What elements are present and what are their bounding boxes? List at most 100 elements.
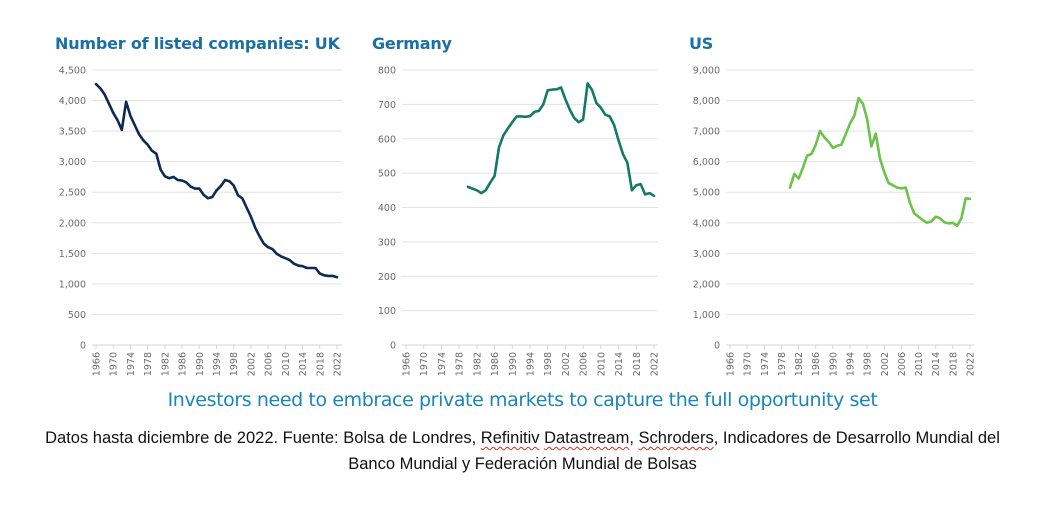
x-tick-label: 2014	[614, 352, 625, 376]
data-point	[626, 162, 628, 164]
data-point	[198, 187, 200, 189]
data-point	[969, 198, 971, 200]
y-tick-label: 100	[378, 306, 396, 317]
charts-canvas: 0 500 1,000 1,500 2,000 2,500 3,000 3,500 4,000 4…	[59, 66, 977, 377]
data-point	[524, 116, 526, 118]
data-point	[952, 222, 954, 224]
x-tick-label: 1998	[543, 352, 554, 376]
data-point	[836, 145, 838, 147]
data-point	[887, 182, 889, 184]
caption-text-4: , Indicadores de Desarrollo Mundial del …	[348, 429, 1000, 473]
y-tick-label: 8,000	[693, 96, 720, 107]
y-tick-label: 5,000	[693, 188, 720, 199]
data-point	[108, 102, 110, 104]
data-point	[789, 186, 791, 188]
data-point	[493, 175, 495, 177]
y-tick-label: 0	[80, 341, 86, 352]
y-tick-label: 4,500	[59, 66, 86, 77]
germany-chart: 0 100 200 300 400 500 600 700 800 1966 1970 1974 197…	[378, 66, 661, 377]
data-point	[810, 153, 812, 155]
data-point	[507, 127, 509, 129]
data-point	[569, 109, 571, 111]
data-point	[857, 97, 859, 99]
y-tick-label: 1,000	[693, 310, 720, 321]
source-caption: Datos hasta diciembre de 2022. Fuente: B…	[20, 425, 1025, 477]
data-point	[194, 187, 196, 189]
y-tick-label: 500	[68, 310, 86, 321]
y-tick-label: 3,000	[693, 249, 720, 260]
data-point	[866, 118, 868, 120]
y-tick-label: 1,500	[59, 249, 86, 260]
data-point	[155, 153, 157, 155]
us-chart: 0 1,000 2,000 3,000 4,000 5,000 6,000 7,000 8,00…	[693, 66, 977, 377]
data-point	[609, 115, 611, 117]
x-tick-label: 1978	[455, 352, 466, 376]
data-point	[815, 144, 817, 146]
x-tick-label: 2010	[281, 352, 292, 376]
x-tick-label: 1974	[437, 352, 448, 376]
x-tick-label: 1966	[402, 352, 413, 376]
data-point	[181, 179, 183, 181]
data-point	[116, 119, 118, 121]
y-tick-label: 2,500	[59, 188, 86, 199]
spellcheck-flagged-word[interactable]: Datastream	[544, 429, 630, 447]
data-point	[849, 122, 851, 124]
data-point	[189, 186, 191, 188]
data-point	[254, 226, 256, 228]
data-point	[310, 267, 312, 269]
data-point	[250, 215, 252, 217]
x-tick-label: 1998	[863, 352, 874, 376]
y-tick-label: 400	[378, 203, 396, 214]
series-line	[788, 96, 972, 228]
data-point	[498, 146, 500, 148]
data-point	[215, 189, 217, 191]
spellcheck-flagged-word[interactable]: Schroders	[638, 429, 714, 447]
caption-text-3: ,	[629, 429, 639, 447]
data-point	[617, 139, 619, 141]
data-point	[542, 103, 544, 105]
x-tick-label: 2014	[298, 352, 309, 376]
data-point	[237, 194, 239, 196]
y-tick-label: 0	[714, 341, 720, 352]
data-point	[271, 248, 273, 250]
data-point	[220, 185, 222, 187]
data-point	[862, 102, 864, 104]
data-point	[319, 272, 321, 274]
x-tick-label: 1982	[472, 352, 483, 376]
data-point	[578, 121, 580, 123]
data-point	[185, 181, 187, 183]
data-point	[793, 173, 795, 175]
data-point	[293, 263, 295, 265]
data-point	[840, 143, 842, 145]
data-point	[297, 264, 299, 266]
uk-chart-title: Number of listed companies: UK	[55, 34, 340, 53]
data-point	[823, 136, 825, 138]
data-point	[960, 217, 962, 219]
x-tick-label: 1970	[419, 352, 430, 376]
data-point	[336, 276, 338, 278]
series-line	[94, 82, 339, 279]
data-point	[471, 187, 473, 189]
y-tick-label: 800	[378, 66, 396, 77]
x-tick-label: 1982	[160, 352, 171, 376]
data-point	[516, 115, 518, 117]
data-point	[604, 113, 606, 115]
y-tick-label: 3,500	[59, 127, 86, 138]
data-point	[930, 220, 932, 222]
data-point	[485, 189, 487, 191]
data-point	[947, 222, 949, 224]
x-tick-label: 2018	[948, 352, 959, 376]
data-point	[560, 86, 562, 88]
x-tick-label: 1994	[526, 352, 537, 376]
data-point	[134, 124, 136, 126]
data-point	[168, 177, 170, 179]
data-point	[917, 215, 919, 217]
data-point	[129, 115, 131, 117]
data-point	[207, 197, 209, 199]
x-tick-label: 2022	[966, 352, 977, 376]
series-line	[466, 82, 656, 198]
data-point	[306, 267, 308, 269]
spellcheck-flagged-word[interactable]: Refinitiv	[480, 429, 540, 447]
data-point	[600, 107, 602, 109]
data-point	[613, 124, 615, 126]
